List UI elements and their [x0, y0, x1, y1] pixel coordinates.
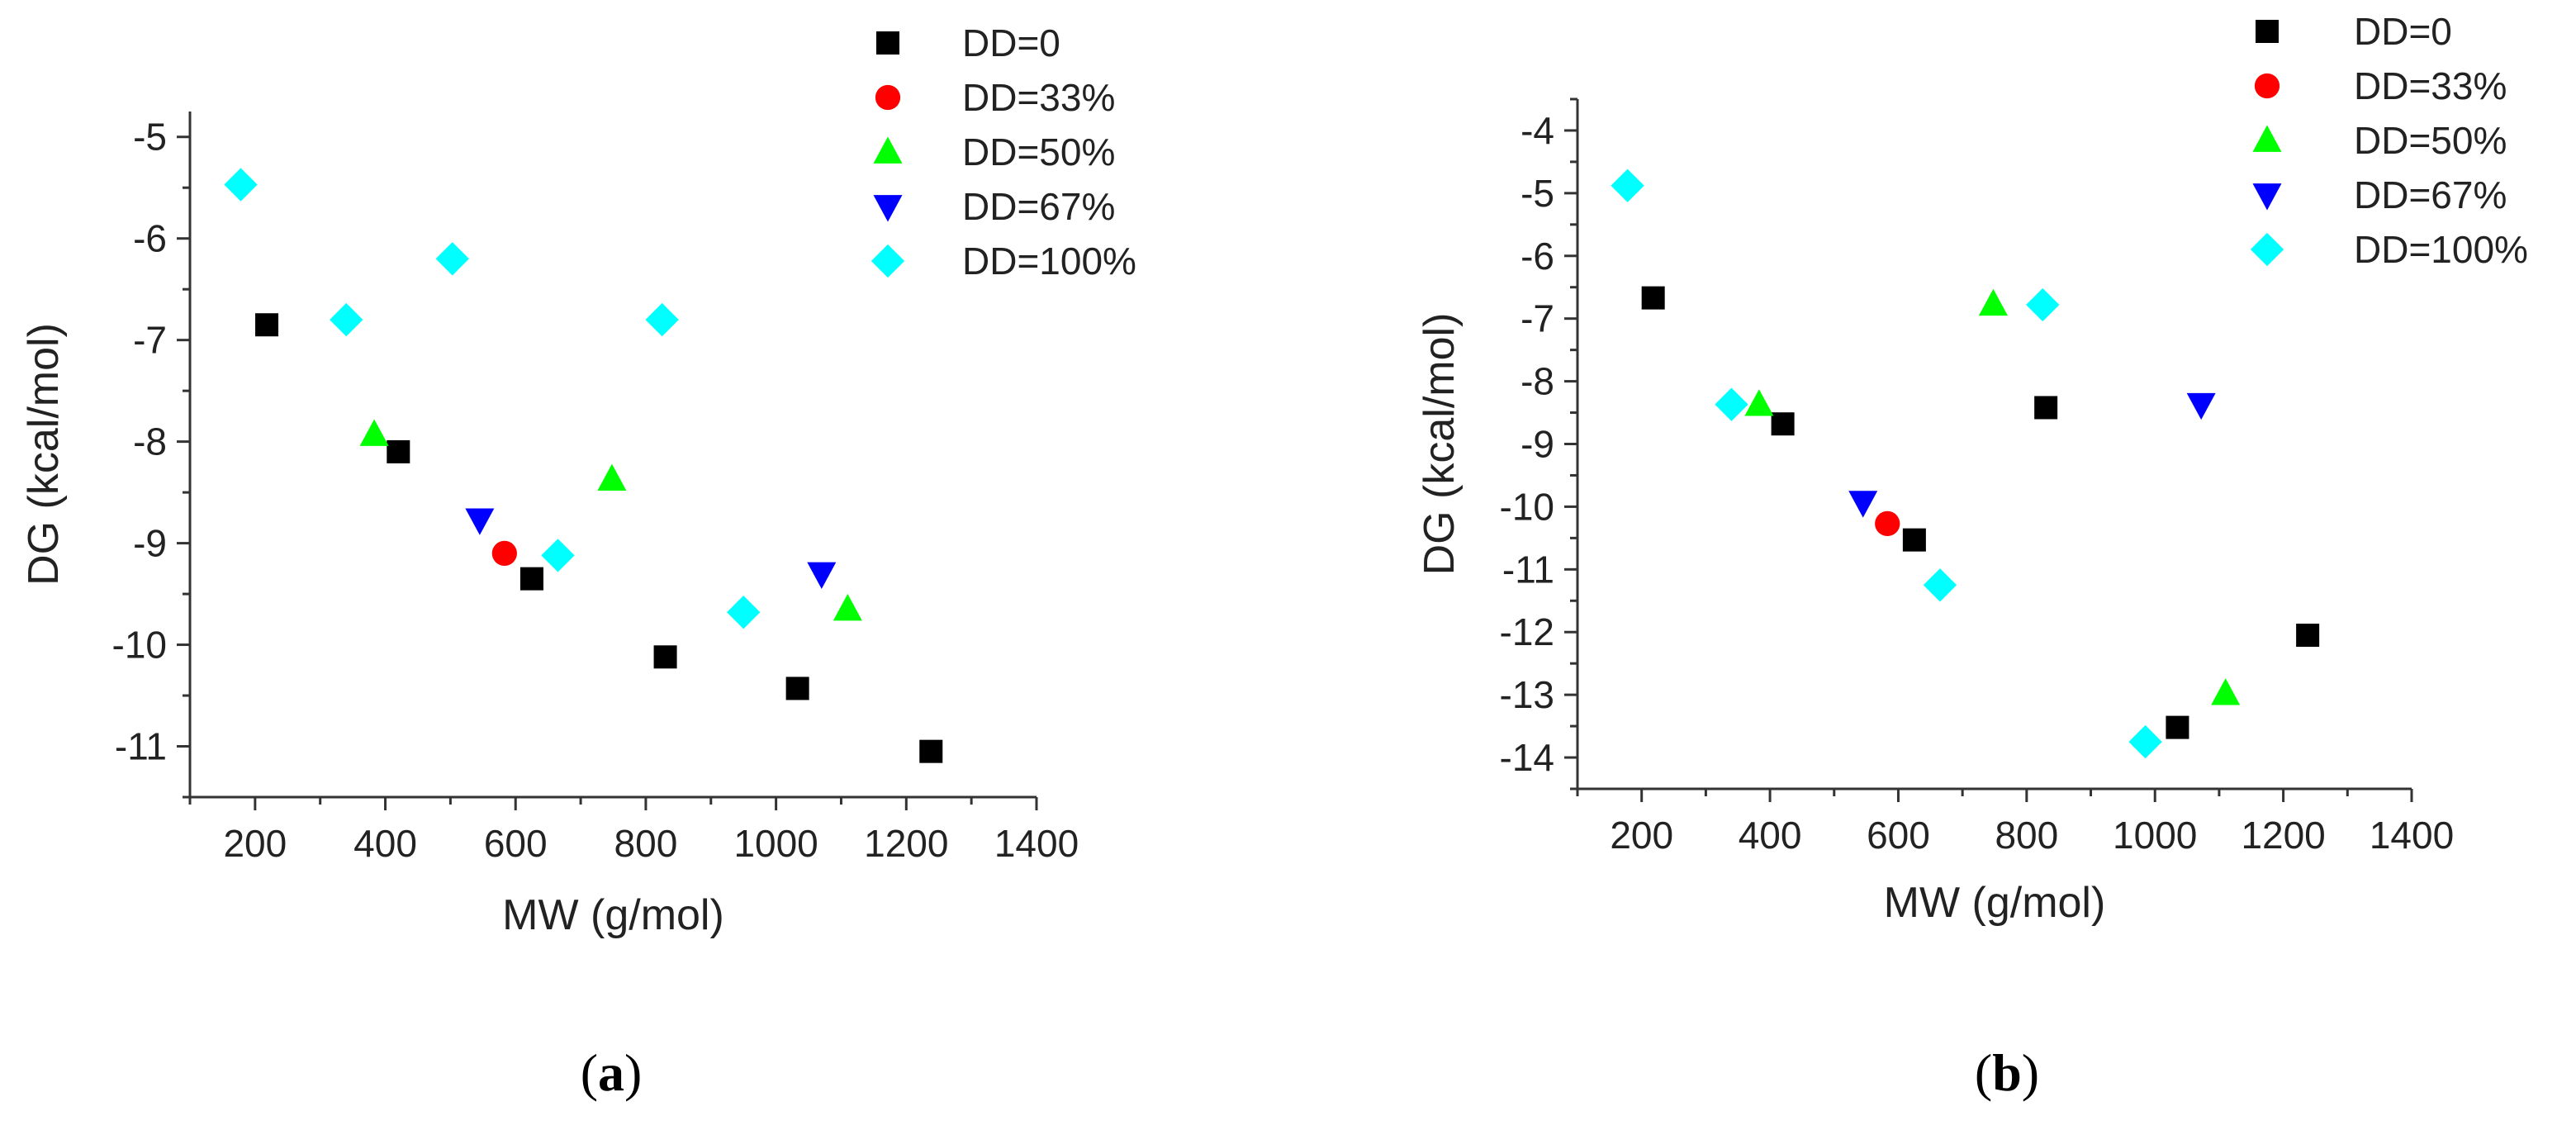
legend-symbol — [871, 244, 905, 278]
x-tick-label: 1200 — [2241, 814, 2325, 857]
legend-label: DD=67% — [962, 185, 1115, 228]
data-point — [785, 677, 809, 700]
data-point — [465, 508, 495, 535]
legend-label: DD=100% — [2354, 228, 2528, 271]
x-tick-label: 200 — [1610, 814, 1673, 857]
y-tick-label: -7 — [1520, 297, 1554, 340]
y-tick-label: -9 — [133, 522, 167, 565]
data-point — [330, 302, 363, 337]
legend-symbol — [2254, 73, 2280, 99]
panel-label: (a) — [581, 1043, 643, 1102]
legend-label: DD=50% — [2354, 119, 2507, 162]
legend-label: DD=33% — [2354, 64, 2507, 107]
panel-label: (b) — [1975, 1043, 2039, 1102]
data-point — [387, 439, 410, 463]
data-point — [1848, 491, 1878, 518]
data-point — [1875, 510, 1900, 537]
data-point — [435, 242, 469, 276]
data-point — [1902, 528, 1926, 552]
x-tick-label: 200 — [223, 822, 287, 865]
y-axis-title: DG (kcal/mol) — [20, 323, 68, 586]
data-point — [359, 419, 389, 446]
y-axis-title: DG (kcal/mol) — [1416, 313, 1464, 576]
legend-symbol — [2250, 232, 2284, 267]
legend: DD=0 DD=33% DD=50% DD=67% DD=100% — [871, 21, 1136, 282]
chart-panel-a: 200 400 600 800 1000 1200 1400 -11 -10 -9 -8 -7 -6 -5… — [20, 21, 1136, 1102]
data-point — [1715, 387, 1748, 421]
x-tick-label: 1000 — [733, 822, 818, 865]
legend-symbol — [875, 84, 901, 111]
data-point — [1611, 169, 1644, 202]
x-tick-label: 600 — [484, 822, 548, 865]
y-tick-label: -9 — [1520, 423, 1554, 466]
x-axis-title: MW (g/mol) — [502, 891, 724, 939]
x-tick-label: 800 — [1995, 814, 2058, 857]
legend-symbol — [2252, 125, 2282, 152]
data-point — [491, 540, 517, 567]
data-point — [597, 463, 627, 491]
x-axis-title: MW (g/mol) — [1884, 879, 2106, 927]
data-point — [1641, 286, 1665, 310]
legend-label: DD=0 — [2354, 10, 2452, 53]
x-tick-label: 800 — [614, 822, 678, 865]
legend-label: DD=100% — [962, 240, 1136, 282]
legend-symbol — [873, 136, 903, 164]
x-tick-label: 400 — [353, 822, 417, 865]
data-point — [2166, 715, 2189, 739]
data-point — [727, 596, 761, 629]
y-tick-label: -12 — [1500, 610, 1554, 653]
x-tick-label: 400 — [1739, 814, 1802, 857]
data-point — [541, 539, 575, 572]
x-tick-label: 1400 — [2370, 814, 2454, 857]
data-point — [919, 739, 943, 763]
data-point — [2186, 392, 2216, 420]
x-tick-label: 1400 — [994, 822, 1079, 865]
chart-panel-b: 200 400 600 800 1000 1200 1400 -14 -13 -12 -11 -10 -… — [1416, 10, 2528, 1102]
y-tick-label: -8 — [1520, 360, 1554, 403]
y-tick-label: -5 — [1520, 172, 1554, 215]
legend-label: DD=67% — [2354, 173, 2507, 216]
legend-symbol — [876, 31, 899, 55]
y-tick-label: -4 — [1520, 109, 1554, 152]
y-tick-label: -13 — [1500, 673, 1554, 716]
x-tick-label: 1000 — [2113, 814, 2197, 857]
data-point — [224, 168, 258, 202]
y-tick-label: -10 — [112, 624, 167, 667]
data-point — [519, 567, 543, 591]
y-tick-label: -6 — [133, 217, 167, 260]
legend-symbol — [2256, 20, 2279, 43]
data-point — [1923, 568, 1957, 602]
y-tick-label: -7 — [133, 319, 167, 362]
data-point — [2034, 396, 2058, 420]
data-point — [653, 645, 677, 669]
data-point — [2128, 724, 2162, 759]
data-point — [1978, 288, 2008, 316]
data-point — [2211, 678, 2241, 705]
y-tick-label: -10 — [1500, 485, 1554, 528]
data-point — [807, 562, 837, 589]
data-point — [2296, 624, 2320, 648]
y-tick-label: -11 — [1502, 548, 1554, 591]
data-point — [255, 313, 279, 337]
legend-label: DD=50% — [962, 131, 1115, 173]
legend-label: DD=0 — [962, 21, 1060, 64]
data-point — [833, 594, 862, 621]
data-point — [2026, 287, 2060, 322]
data-point — [1771, 412, 1795, 436]
legend-symbol — [2252, 183, 2282, 211]
legend: DD=0 DD=33% DD=50% DD=67% DD=100% — [2250, 10, 2528, 271]
x-tick-label: 1200 — [864, 822, 948, 865]
y-tick-label: -14 — [1500, 736, 1554, 779]
legend-label: DD=33% — [962, 76, 1115, 119]
y-tick-label: -6 — [1520, 235, 1554, 278]
y-tick-label: -8 — [133, 420, 167, 463]
x-tick-label: 600 — [1867, 814, 1930, 857]
data-point — [1744, 389, 1774, 416]
legend-symbol — [873, 195, 903, 222]
data-point — [645, 302, 679, 337]
y-tick-label: -5 — [133, 116, 167, 159]
y-tick-label: -11 — [115, 725, 167, 768]
